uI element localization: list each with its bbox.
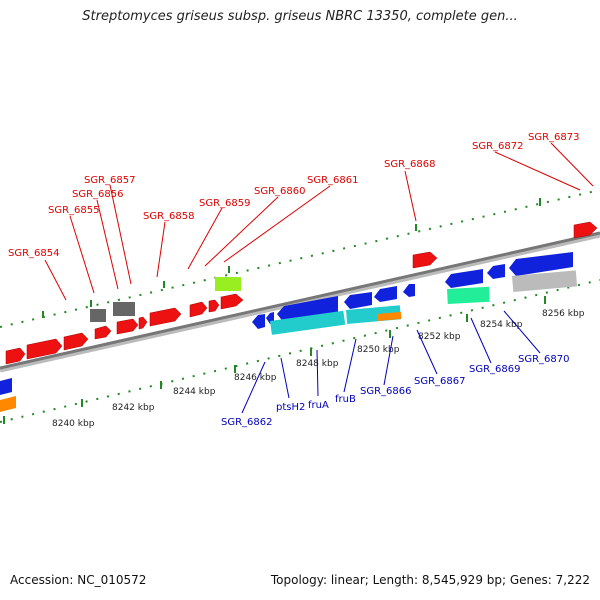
forward-gene-label[interactable]: SGR_6855 (48, 205, 100, 216)
gene-arrow[interactable] (445, 269, 483, 288)
reverse-genes[interactable] (0, 252, 578, 412)
scale-label: 8240 kbp (52, 419, 95, 429)
gene-arrow[interactable] (0, 378, 12, 395)
gene-block[interactable] (447, 286, 490, 304)
gene-block[interactable] (511, 270, 578, 292)
map-title: Streptomyces griseus subsp. griseus NBRC… (82, 9, 518, 24)
forward-gene-label[interactable]: SGR_6858 (143, 211, 195, 222)
forward-gene-label[interactable]: SGR_6868 (384, 159, 436, 170)
gene-arrow[interactable] (0, 396, 16, 412)
scale-label: 8244 kbp (173, 387, 216, 397)
gene-arrow[interactable] (26, 338, 63, 360)
forward-gene-label[interactable]: SGR_6872 (472, 141, 524, 152)
reverse-gene-label[interactable]: ptsH2 (276, 402, 305, 413)
forward-gene-label[interactable]: SGR_6854 (8, 248, 60, 259)
genome-axis (0, 231, 600, 370)
gene-arrow[interactable] (344, 292, 372, 309)
gene-arrow[interactable] (138, 316, 148, 330)
scale-label: 8254 kbp (480, 320, 523, 330)
gene-arrow[interactable] (403, 284, 415, 297)
forward-gene-label[interactable]: SGR_6857 (84, 175, 136, 186)
gene-arrow[interactable] (412, 251, 438, 269)
reverse-leaders (241, 310, 541, 414)
reverse-gene-label[interactable]: SGR_6869 (469, 364, 521, 375)
forward-gene-label[interactable]: SGR_6861 (307, 175, 359, 186)
forward-gene-label[interactable]: SGR_6859 (199, 198, 251, 209)
gene-arrow[interactable] (487, 264, 505, 279)
scale-label: 8256 kbp (542, 309, 585, 319)
genome-summary-text: Topology: linear; Length: 8,545,929 bp; … (270, 573, 590, 587)
scale-label: 8252 kbp (418, 332, 461, 342)
gene-block[interactable] (113, 302, 135, 316)
gene-block[interactable] (377, 311, 402, 321)
gene-arrow[interactable] (5, 347, 26, 365)
gene-arrow[interactable] (149, 307, 182, 327)
gene-block[interactable] (90, 309, 106, 322)
gene-arrow[interactable] (573, 221, 598, 239)
forward-gene-label[interactable]: SGR_6856 (72, 189, 124, 200)
forward-leaders (44, 142, 594, 301)
reverse-dotted-track (0, 279, 600, 423)
gene-arrow[interactable] (509, 252, 573, 276)
gene-arrow[interactable] (116, 318, 139, 335)
reverse-gene-label[interactable]: SGR_6870 (518, 354, 570, 365)
reverse-gene-label[interactable]: SGR_6867 (414, 376, 466, 387)
forward-gene-label[interactable]: SGR_6873 (528, 132, 580, 143)
gene-block[interactable] (270, 310, 346, 335)
gene-arrow[interactable] (208, 299, 220, 313)
forward-gene-label[interactable]: SGR_6860 (254, 186, 306, 197)
reverse-gene-label[interactable]: SGR_6862 (221, 417, 273, 428)
gene-arrow[interactable] (220, 293, 244, 310)
scale-label: 8250 kbp (357, 345, 400, 355)
gene-arrow[interactable] (252, 314, 265, 329)
reverse-gene-label[interactable]: fruA (308, 400, 329, 411)
gene-block[interactable] (215, 277, 241, 291)
gene-arrow[interactable] (374, 286, 397, 302)
scale-label: 8246 kbp (234, 373, 277, 383)
scale-ticks (3, 198, 546, 424)
gene-arrow[interactable] (189, 301, 208, 318)
gene-arrow[interactable] (63, 332, 89, 351)
gene-arrow[interactable] (94, 325, 112, 340)
gene-arrow[interactable] (277, 296, 338, 323)
genome-axis-shadow (0, 232, 600, 373)
reverse-gene-label[interactable]: SGR_6866 (360, 386, 412, 397)
scale-label: 8242 kbp (112, 403, 155, 413)
reverse-gene-label[interactable]: fruB (335, 394, 356, 405)
forward-genes[interactable] (5, 221, 598, 365)
accession-text: Accession: NC_010572 (10, 573, 147, 587)
